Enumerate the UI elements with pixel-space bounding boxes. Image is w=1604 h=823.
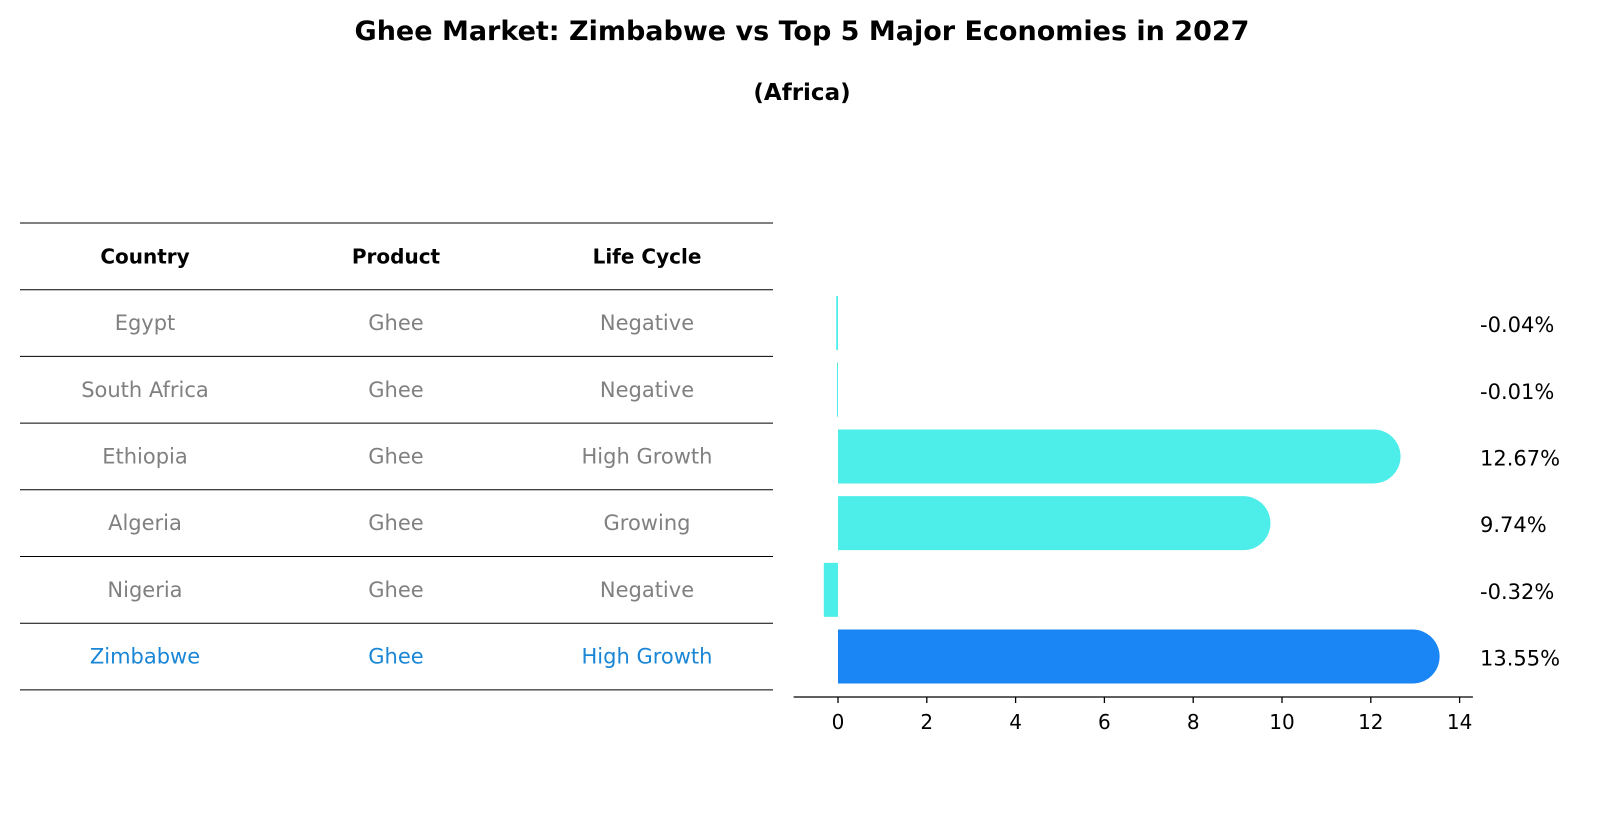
x-tick-label: 0 <box>832 710 845 734</box>
x-tick-label: 12 <box>1358 710 1383 734</box>
x-tick-label: 14 <box>1447 710 1472 734</box>
x-tick-label: 6 <box>1098 710 1111 734</box>
table-header-cell: Country <box>100 244 189 268</box>
table-header-cell: Product <box>352 244 441 268</box>
chart-title: Ghee Market: Zimbabwe vs Top 5 Major Eco… <box>354 16 1250 47</box>
table-cell: South Africa <box>81 378 209 402</box>
table-header-cell: Life Cycle <box>593 244 702 268</box>
x-tick-label: 4 <box>1009 710 1022 734</box>
bar-algeria <box>838 496 1271 551</box>
table-cell: Ghee <box>368 444 423 468</box>
table-cell: Ghee <box>368 578 423 602</box>
x-tick-label: 2 <box>920 710 933 734</box>
value-label: 9.74% <box>1480 513 1547 537</box>
chart-subtitle: (Africa) <box>753 80 851 106</box>
table-cell: Ghee <box>368 645 423 669</box>
table-cell: Growing <box>604 511 691 535</box>
table-cell: Ghee <box>368 311 423 335</box>
x-tick-label: 8 <box>1187 710 1200 734</box>
bar-south-africa <box>837 362 838 417</box>
table-cell: High Growth <box>582 444 713 468</box>
table-cell: Ghee <box>368 511 423 535</box>
table-cell: Negative <box>600 311 694 335</box>
value-label: -0.04% <box>1480 313 1554 337</box>
table-cell: Ethiopia <box>102 444 188 468</box>
table-cell: Negative <box>600 378 694 402</box>
value-label: -0.01% <box>1480 380 1554 404</box>
table-cell: Zimbabwe <box>90 645 200 669</box>
table-cell: Negative <box>600 578 694 602</box>
table-cell: Algeria <box>108 511 182 535</box>
table-cell: High Growth <box>582 645 713 669</box>
bar-zimbabwe <box>838 629 1440 684</box>
bar-ethiopia <box>838 429 1401 484</box>
value-label: 13.55% <box>1480 647 1560 671</box>
value-label: 12.67% <box>1480 446 1560 470</box>
table-cell: Egypt <box>115 311 176 335</box>
x-tick-label: 10 <box>1269 710 1294 734</box>
table-cell: Nigeria <box>107 578 182 602</box>
value-label: -0.32% <box>1480 580 1554 604</box>
table-cell: Ghee <box>368 378 423 402</box>
bar-nigeria <box>823 562 838 617</box>
bar-egypt <box>836 296 838 351</box>
